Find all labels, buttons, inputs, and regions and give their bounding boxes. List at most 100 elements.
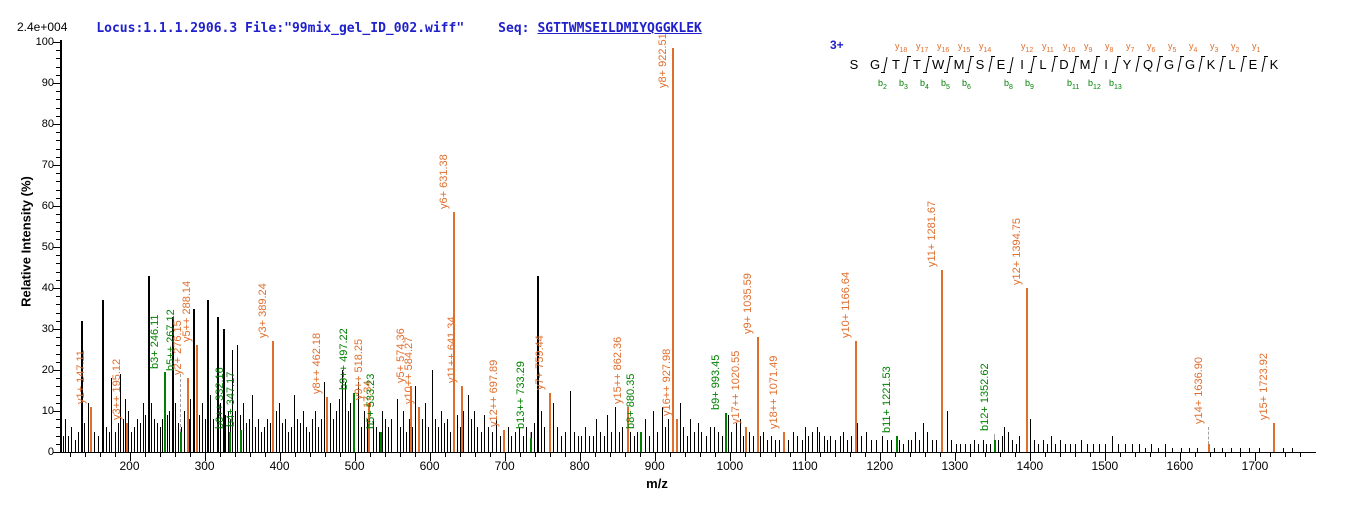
peak-label: y15++ 862.36 (611, 336, 624, 404)
x-tick-minor (1300, 453, 1301, 457)
spectrum-peak (610, 431, 612, 452)
x-tick-minor (99, 453, 101, 457)
spectrum-peak (206, 300, 209, 452)
spectrum-peak (1291, 447, 1293, 452)
spectrum-peak (119, 374, 121, 452)
spectrum-peak (405, 431, 407, 452)
fragment-cleavage-mark (1051, 57, 1056, 72)
y-tick-label: 90 (41, 77, 54, 89)
y-tick-major (53, 247, 60, 248)
spectrum-peak (544, 427, 546, 452)
fragment-y-ion-label: y18 (895, 41, 908, 54)
seq-label: Seq: (498, 21, 530, 36)
fragment-cleavage-mark (925, 57, 930, 72)
spectrum-peak (399, 427, 401, 452)
spectrum-peak (1074, 443, 1076, 452)
peak-label: y16++ 927.98 (660, 348, 673, 417)
spectrum-peak (375, 427, 377, 452)
x-tick-minor (1149, 453, 1151, 457)
x-tick-minor (69, 453, 71, 457)
spectrum-peak (467, 394, 469, 452)
x-tick-label: 500 (344, 459, 365, 473)
x-tick-minor (834, 453, 836, 457)
spectrum-peak (709, 427, 711, 452)
x-tick-minor (399, 453, 401, 457)
peak-label: y9++ 518.25 (353, 338, 366, 400)
x-tick-minor (849, 453, 851, 457)
x-tick-label: 1700 (1241, 459, 1269, 473)
spectrum-peak (212, 419, 214, 452)
spectrum-peak (577, 435, 579, 452)
y-tick-minor (56, 337, 60, 339)
spectrum-peak (216, 316, 219, 452)
spectrum-peak (329, 402, 331, 452)
spectrum-peak (812, 431, 814, 452)
spectrum-peak (1125, 443, 1127, 452)
spectrum-peak (615, 406, 616, 452)
x-tick-minor (459, 453, 461, 457)
spectrum-peak (731, 431, 733, 452)
x-tick-label: 1500 (1091, 459, 1119, 473)
spectrum-peak (665, 427, 667, 452)
fragment-cleavage-mark (1114, 57, 1119, 72)
fragment-y-ion-label: y10 (1063, 41, 1076, 54)
fragment-residue: E (996, 57, 1006, 72)
x-tick-label: 800 (569, 459, 590, 473)
spectrum-peak (263, 427, 265, 452)
fragment-residue: E (1248, 57, 1258, 72)
seq-value-link[interactable]: SGTTWMSEILDMIYQGGKLEK (537, 21, 702, 36)
spectrum-peak (997, 439, 999, 452)
spectrum-peak (150, 402, 152, 452)
fragment-residue: G (1163, 57, 1175, 72)
y-tick-label: 20 (41, 364, 54, 376)
fragment-boundary: y8 b13 (1105, 40, 1122, 96)
b-ion-tick (944, 72, 948, 73)
spectrum-peak (202, 402, 204, 452)
spectrum-peak (721, 435, 723, 452)
spectrum-peak (145, 415, 147, 452)
spectrum-peak (372, 419, 374, 452)
spectrum-peak (496, 419, 498, 452)
spectrum-peak (299, 423, 301, 452)
fragment-cleavage-mark (967, 57, 972, 72)
b-ion-tick (1112, 72, 1116, 73)
x-axis-title: m/z (646, 476, 668, 491)
fragment-residue: Y (1122, 57, 1132, 72)
spectrum-peak (296, 419, 298, 452)
fragment-boundary: y1 (1252, 40, 1268, 96)
x-tick-label: 1400 (1016, 459, 1044, 473)
precursor-charge-label: 3+ (830, 38, 844, 52)
fragment-y-ion-label: y4 (1189, 41, 1198, 54)
spectrum-peak (886, 439, 888, 452)
x-tick-major (654, 453, 656, 461)
label-leader-line (1207, 427, 1209, 444)
spectrum-peak (964, 443, 966, 452)
fragment-peak-y (271, 341, 274, 452)
x-tick-major (354, 453, 356, 461)
spectrum-peak (621, 427, 623, 452)
spectrum-peak (618, 431, 620, 452)
y-tick-minor (56, 140, 60, 142)
peak-label: y1+ 147.11 (74, 349, 87, 404)
spectrum-peak (311, 419, 313, 452)
y-tick-label: 70 (41, 159, 54, 171)
fragment-residue: L (1039, 57, 1047, 72)
spectrum-peak (87, 402, 89, 452)
x-axis-line (60, 452, 1316, 453)
spectrum-peak (522, 435, 524, 452)
spectrum-peak (1033, 439, 1035, 452)
spectrum-peak (140, 423, 141, 452)
spectrum-peak (526, 427, 528, 452)
spectrum-peak (931, 439, 933, 452)
spectrum-peak (683, 427, 685, 452)
spectrum-peak (974, 439, 976, 452)
fragment-peak-y (460, 386, 463, 452)
x-tick-minor (939, 453, 941, 457)
y-tick-minor (56, 419, 60, 421)
x-tick-major (129, 453, 131, 461)
spectrum-peak (1138, 443, 1140, 452)
fragment-peak-y (745, 427, 748, 452)
y-tick-minor (56, 99, 60, 101)
spectrum-peak (1112, 435, 1114, 452)
